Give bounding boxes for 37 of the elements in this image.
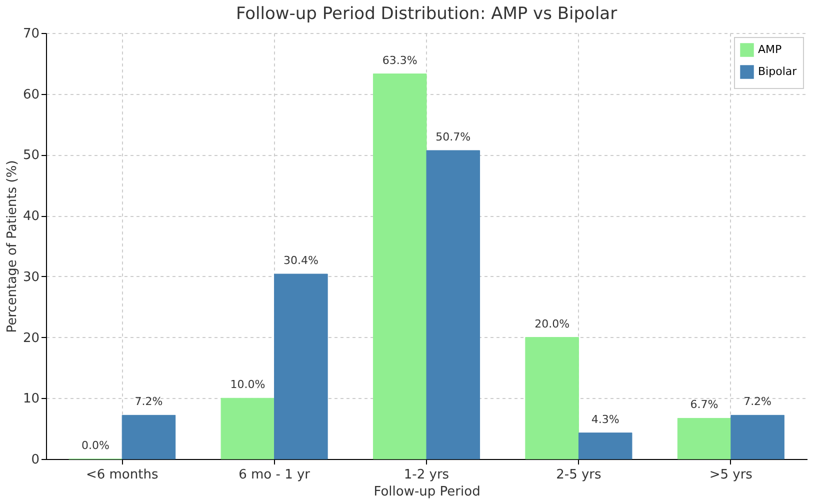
data-label: 7.2% — [134, 395, 163, 408]
bar — [220, 398, 275, 460]
legend-label: AMP — [758, 43, 782, 56]
chart-title: Follow-up Period Distribution: AMP vs Bipolar — [236, 4, 618, 24]
bar — [274, 274, 328, 460]
data-label: 10.0% — [230, 378, 266, 392]
data-label: 63.3% — [382, 54, 418, 67]
y-tick-label: 0 — [31, 452, 40, 468]
bar — [122, 414, 176, 460]
y-tick-label: 40 — [22, 209, 40, 224]
data-label: 20.0% — [534, 317, 570, 330]
bar — [730, 414, 784, 460]
y-tick-label: 10 — [22, 392, 40, 407]
data-label: 0.0% — [81, 439, 110, 452]
bar — [578, 432, 632, 460]
x-tick-label: >5 yrs — [709, 468, 753, 482]
bar — [525, 337, 579, 460]
bar — [677, 418, 732, 460]
data-label: 30.4% — [283, 254, 318, 267]
y-tick-label: 60 — [22, 87, 40, 102]
x-tick-label: <6 months — [86, 468, 158, 482]
legend-label: Bipolar — [758, 65, 798, 78]
y-tick-label: 70 — [22, 26, 40, 42]
y-tick-label: 50 — [22, 148, 40, 164]
bar — [372, 74, 427, 460]
y-tick-label: 30 — [22, 270, 40, 285]
data-label: 6.7% — [690, 398, 718, 412]
x-tick-label: 2-5 yrs — [556, 468, 602, 482]
data-label: 4.3% — [591, 412, 620, 426]
y-tick-label: 20 — [22, 330, 40, 346]
data-label: 50.7% — [436, 130, 471, 144]
y-axis-title: Percentage of Patients (%) — [4, 160, 20, 333]
x-tick-label: 1-2 yrs — [404, 468, 450, 482]
data-label: 7.2% — [744, 395, 772, 408]
x-axis-title: Follow-up Period — [374, 484, 480, 500]
bar — [426, 150, 480, 460]
x-tick-label: 6 mo - 1 yr — [238, 468, 311, 482]
